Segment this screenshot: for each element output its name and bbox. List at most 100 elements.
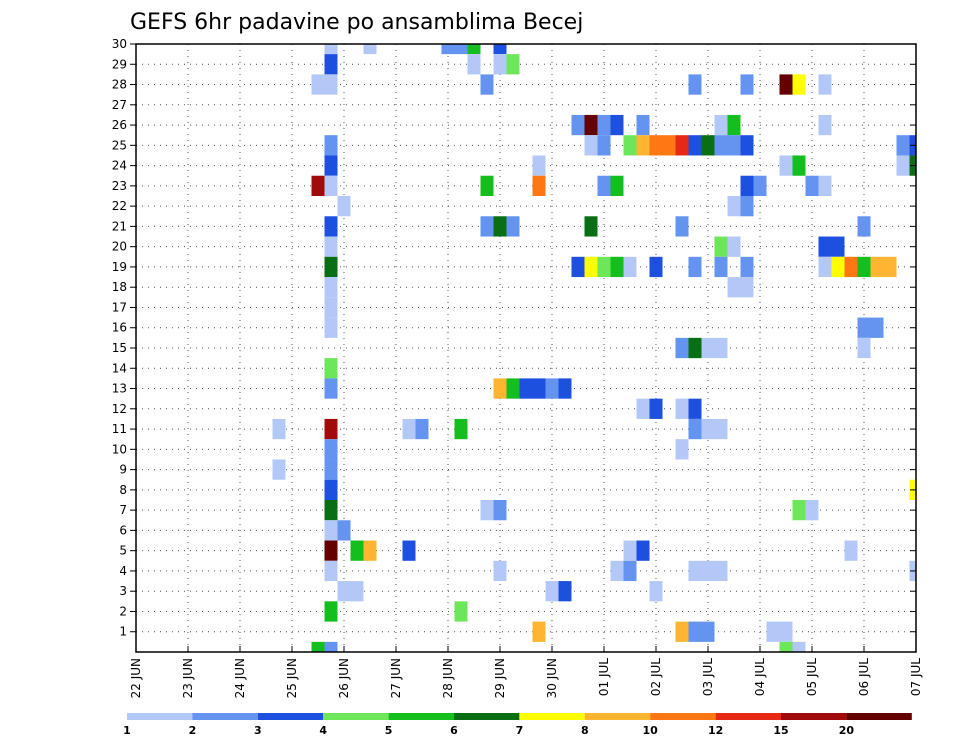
data-cell: [701, 135, 715, 156]
x-tick-label: 05 JUL: [805, 658, 819, 696]
data-cell: [324, 175, 338, 196]
data-cell: [727, 277, 741, 298]
legend-swatch: [388, 713, 454, 720]
data-cell: [324, 520, 338, 541]
data-cell: [584, 135, 598, 156]
data-cell: [623, 560, 637, 582]
data-cell: [532, 155, 546, 176]
data-cell: [597, 175, 611, 196]
data-cell: [740, 196, 754, 217]
data-cell: [324, 439, 338, 460]
data-cell: [558, 581, 572, 602]
data-cell: [402, 540, 416, 561]
data-cell: [493, 44, 507, 55]
y-tick-label: 21: [112, 219, 127, 233]
x-tick-label: 29 JUN: [493, 658, 507, 698]
data-cell: [740, 277, 754, 298]
y-tick-label: 25: [112, 138, 127, 152]
legend-swatch: [781, 713, 847, 720]
data-cell: [467, 44, 481, 55]
data-cell: [688, 621, 702, 642]
chart-title: GEFS 6hr padavine po ansamblima Becej: [130, 10, 583, 35]
data-cell: [701, 621, 715, 642]
x-tick-label: 02 JUL: [649, 658, 663, 696]
data-cell: [324, 44, 338, 55]
data-cell: [675, 621, 689, 642]
data-cells: [272, 44, 916, 652]
legend-swatch: [846, 713, 912, 720]
data-cell: [324, 277, 338, 298]
data-cell: [350, 540, 364, 561]
data-cell: [610, 256, 624, 278]
data-cell: [558, 378, 572, 399]
legend-swatch: [257, 713, 324, 720]
y-tick-label: 13: [112, 382, 127, 396]
data-cell: [337, 196, 351, 217]
y-axis: 1234567891011121314151617181920212223242…: [112, 37, 916, 639]
data-cell: [649, 256, 663, 278]
legend-label: 10: [643, 724, 659, 737]
y-tick-label: 5: [119, 544, 127, 558]
y-tick-label: 29: [112, 57, 127, 71]
data-cell: [675, 135, 689, 156]
data-cell: [324, 54, 338, 75]
data-cell: [896, 135, 910, 156]
data-cell: [818, 256, 832, 278]
data-cell: [532, 378, 546, 399]
data-cell: [324, 601, 338, 622]
data-cell: [584, 114, 598, 136]
data-cell: [324, 540, 338, 561]
data-cell: [324, 479, 338, 500]
data-cell: [779, 74, 793, 95]
legend-label: 20: [839, 724, 855, 737]
data-cell: [701, 560, 715, 582]
data-cell: [363, 44, 377, 55]
data-cell: [701, 418, 715, 440]
x-axis: 22 JUN 23 JUN 24 JUN 25 JUN 26 JUN 27 JUN 28 J…: [129, 646, 923, 698]
data-cell: [818, 175, 832, 196]
data-cell: [402, 418, 416, 440]
data-cell: [623, 540, 637, 561]
data-cell: [324, 641, 338, 652]
data-cell: [792, 500, 806, 521]
data-cell: [337, 581, 351, 602]
data-cell: [805, 500, 819, 521]
x-tick-label: 30 JUN: [545, 658, 559, 698]
data-cell: [311, 641, 325, 652]
data-cell: [311, 74, 325, 95]
x-tick-label: 06 JUL: [857, 658, 871, 696]
y-tick-label: 19: [112, 260, 127, 274]
data-cell: [857, 256, 871, 278]
data-cell: [857, 216, 871, 237]
data-cell: [636, 114, 650, 136]
y-tick-label: 18: [112, 280, 127, 294]
data-cell: [636, 135, 650, 156]
data-cell: [779, 641, 793, 652]
x-tick-label: 22 JUN: [129, 658, 143, 698]
data-cell: [662, 135, 676, 156]
data-cell: [363, 540, 377, 561]
y-tick-label: 10: [112, 442, 127, 456]
y-tick-label: 24: [112, 159, 127, 173]
data-cell: [610, 114, 624, 136]
data-cell: [714, 337, 728, 359]
data-cell: [818, 114, 832, 136]
data-cell: [675, 439, 689, 460]
data-cell: [896, 155, 910, 176]
data-cell: [675, 337, 689, 359]
data-cell: [883, 256, 897, 278]
data-cell: [870, 317, 884, 338]
y-tick-label: 8: [119, 483, 127, 497]
data-cell: [324, 256, 338, 278]
data-cell: [714, 236, 728, 257]
data-cell: [324, 216, 338, 237]
data-cell: [779, 155, 793, 176]
data-cell: [532, 621, 546, 642]
data-cell: [688, 560, 702, 582]
y-tick-label: 3: [119, 584, 127, 598]
data-cell: [324, 155, 338, 176]
data-cell: [714, 418, 728, 440]
legend-label: 8: [581, 724, 589, 737]
data-cell: [805, 175, 819, 196]
data-cell: [740, 256, 754, 278]
